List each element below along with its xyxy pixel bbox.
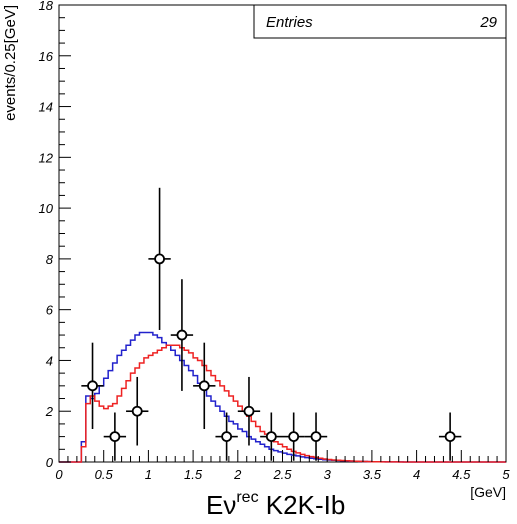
- data-point: [170, 279, 194, 391]
- y-tick-label: 0: [46, 455, 54, 470]
- y-axis-ticks: 0 2 4 6 8 10 12 14 16 18: [39, 0, 71, 470]
- series-blue-histogram: [59, 331, 506, 463]
- data-point: [282, 412, 305, 461]
- x-tick-label: 4.5: [452, 467, 471, 482]
- x-axis-title-main: Eν: [206, 490, 236, 520]
- data-point-marker: [288, 431, 300, 443]
- x-axis-title: Eνrec K2K-Ib: [206, 489, 345, 520]
- y-tick-label: 6: [46, 303, 54, 318]
- x-axis-unit: [GeV]: [470, 484, 506, 500]
- data-point-marker: [154, 253, 165, 265]
- x-tick-label: 2.5: [272, 467, 292, 482]
- x-tick-label: 4: [413, 467, 420, 482]
- x-tick-label: 1.5: [184, 467, 203, 482]
- data-point: [103, 412, 127, 461]
- x-tick-label: 2: [233, 467, 242, 482]
- y-tick-label: 12: [39, 150, 54, 165]
- data-point-marker: [243, 405, 255, 417]
- data-points: [81, 187, 462, 461]
- data-point-marker: [87, 380, 98, 392]
- stats-label: Entries: [266, 14, 313, 31]
- data-point: [215, 412, 238, 461]
- data-point-marker: [310, 431, 322, 443]
- data-point-marker: [109, 431, 121, 443]
- x-tick-label: 0: [55, 467, 63, 482]
- stats-box: Entries 29: [253, 4, 507, 39]
- x-tick-label: 0.5: [95, 467, 114, 482]
- x-tick-label: 3: [324, 467, 332, 482]
- data-point-marker: [221, 431, 233, 443]
- data-point-marker: [265, 431, 277, 443]
- data-point: [148, 187, 171, 330]
- x-axis-title-sup: rec: [236, 489, 258, 506]
- data-point: [260, 412, 283, 461]
- y-tick-label: 2: [45, 404, 54, 419]
- y-tick-label: 14: [39, 100, 53, 115]
- x-tick-label: 3.5: [363, 467, 382, 482]
- y-tick-label: 8: [46, 252, 54, 267]
- data-point: [438, 412, 462, 461]
- data-point: [81, 342, 104, 429]
- y-axis-title: events/0.25[GeV]: [2, 5, 19, 121]
- x-axis-title-suffix: K2K-Ib: [259, 490, 346, 520]
- x-axis-ticks: 0 0.5 1 1.5 2 2.5 3 3.5 4 4.5 5: [55, 450, 510, 482]
- data-point: [126, 376, 149, 446]
- y-tick-label: 10: [39, 201, 54, 216]
- data-point: [193, 342, 216, 429]
- stats-box-frame: [253, 4, 507, 39]
- data-point-marker: [198, 380, 210, 392]
- data-point: [304, 412, 328, 461]
- y-tick-label: 4: [46, 353, 53, 368]
- data-point-marker: [131, 405, 143, 417]
- plot-frame: [58, 4, 507, 463]
- data-point-marker: [176, 329, 188, 341]
- x-tick-label: 5: [502, 467, 510, 482]
- data-point-marker: [444, 431, 456, 443]
- stats-value: 29: [479, 14, 497, 31]
- series-group: [59, 331, 506, 463]
- data-point: [237, 376, 261, 446]
- x-tick-label: 1: [145, 467, 152, 482]
- y-tick-label: 18: [39, 0, 54, 13]
- y-tick-label: 16: [39, 49, 54, 64]
- series-red-histogram: [59, 344, 506, 463]
